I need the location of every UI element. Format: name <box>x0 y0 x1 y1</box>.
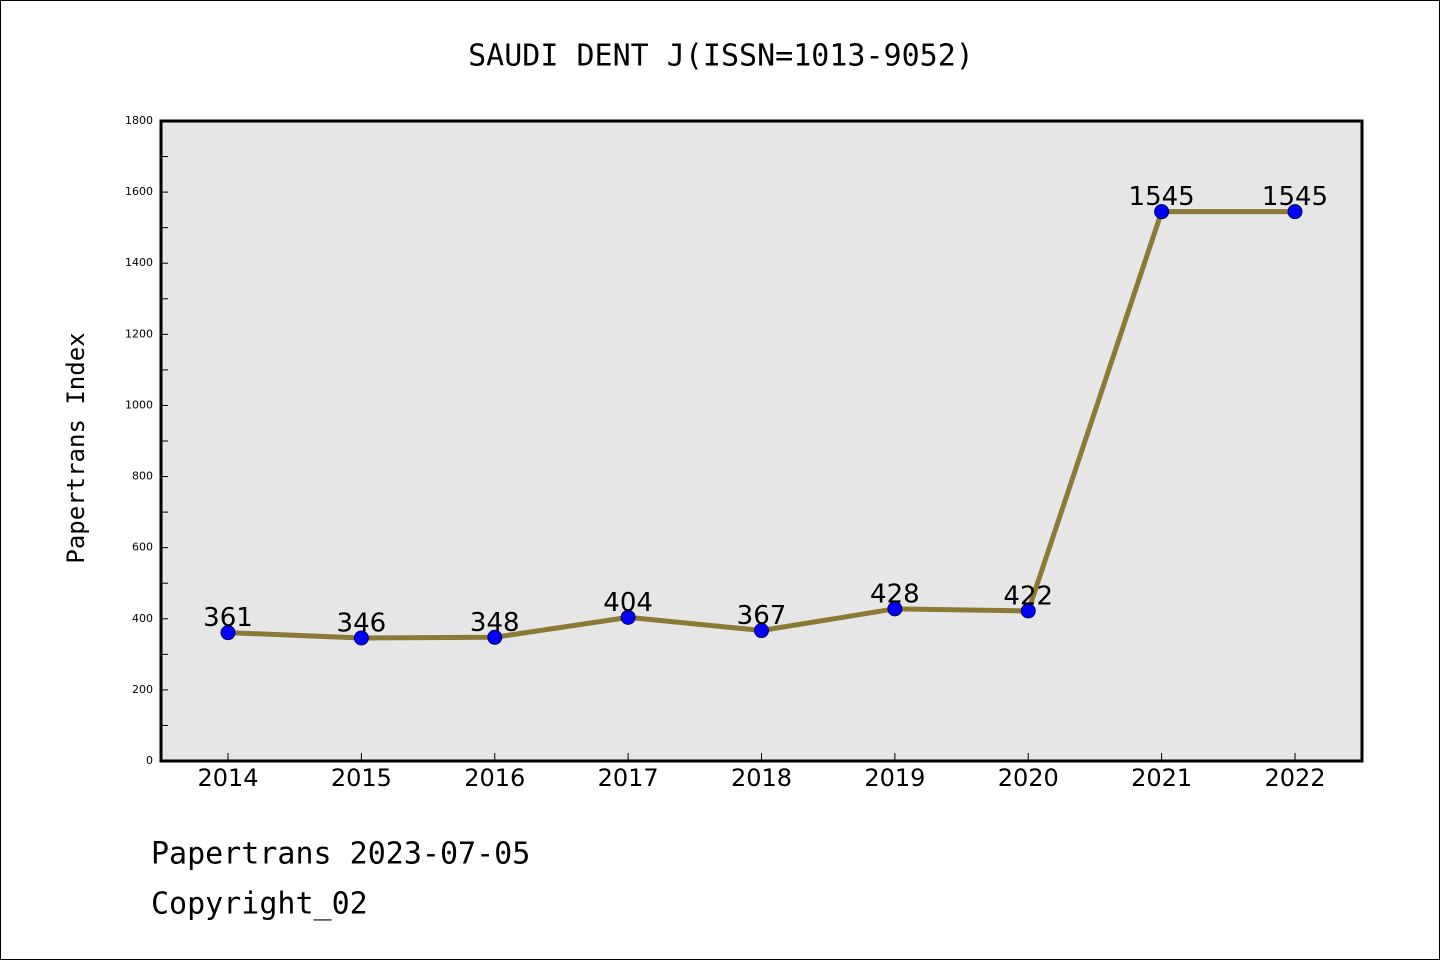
y-tick-label: 200 <box>132 683 153 696</box>
x-tick-label: 2021 <box>1131 764 1192 792</box>
data-point <box>220 625 236 641</box>
data-point <box>1020 603 1036 619</box>
x-axis: 2014 2015 2016 2017 2018 2019 2020 2021 2022 <box>197 753 1326 792</box>
y-tick-label: 1200 <box>125 327 153 340</box>
data-label: 348 <box>470 608 520 638</box>
data-point <box>487 629 503 645</box>
data-point <box>887 601 903 617</box>
data-label: 346 <box>337 608 387 638</box>
data-point <box>1287 204 1303 220</box>
y-tick-label: 0 <box>146 754 153 767</box>
data-label: 404 <box>603 588 653 618</box>
x-tick-label: 2019 <box>864 764 925 792</box>
data-point <box>754 623 769 639</box>
x-tick-label: 2015 <box>331 764 392 792</box>
data-point <box>353 630 369 646</box>
chart-title: SAUDI DENT J(ISSN=1013-9052) <box>468 39 974 74</box>
data-label: 1545 <box>1262 182 1328 212</box>
x-tick-label: 2018 <box>731 764 792 792</box>
y-tick-label: 1600 <box>125 185 153 198</box>
x-tick-label: 2017 <box>598 764 659 792</box>
x-tick-label: 2014 <box>197 764 258 792</box>
y-tick-label: 1000 <box>125 398 153 411</box>
data-label: 367 <box>737 601 787 631</box>
data-label: 361 <box>203 603 253 633</box>
y-tick-label: 800 <box>132 470 153 483</box>
data-label: 1545 <box>1129 182 1195 212</box>
plot-area <box>159 119 1364 763</box>
footer-date: Papertrans 2023-07-05 <box>151 837 530 872</box>
footer-copyright: Copyright_02 <box>151 887 368 922</box>
y-tick-label: 600 <box>132 541 153 554</box>
y-tick-label: 400 <box>132 612 153 625</box>
y-tick-label: 1400 <box>125 256 153 269</box>
series-layer: 361 346 348 404 367 428 422 1545 1545 <box>203 182 1328 646</box>
data-label: 422 <box>1003 581 1053 611</box>
x-tick-label: 2020 <box>998 764 1059 792</box>
x-tick-label: 2022 <box>1264 764 1325 792</box>
y-axis-label: Papertrans Index <box>62 332 90 563</box>
y-tick-label: 1800 <box>125 114 153 127</box>
data-point <box>620 609 636 625</box>
data-label: 428 <box>870 579 920 609</box>
y-axis: 0 200 400 600 800 1000 1200 1400 1600 1800 <box>125 114 168 767</box>
data-point <box>1154 204 1170 220</box>
x-tick-label: 2016 <box>464 764 525 792</box>
